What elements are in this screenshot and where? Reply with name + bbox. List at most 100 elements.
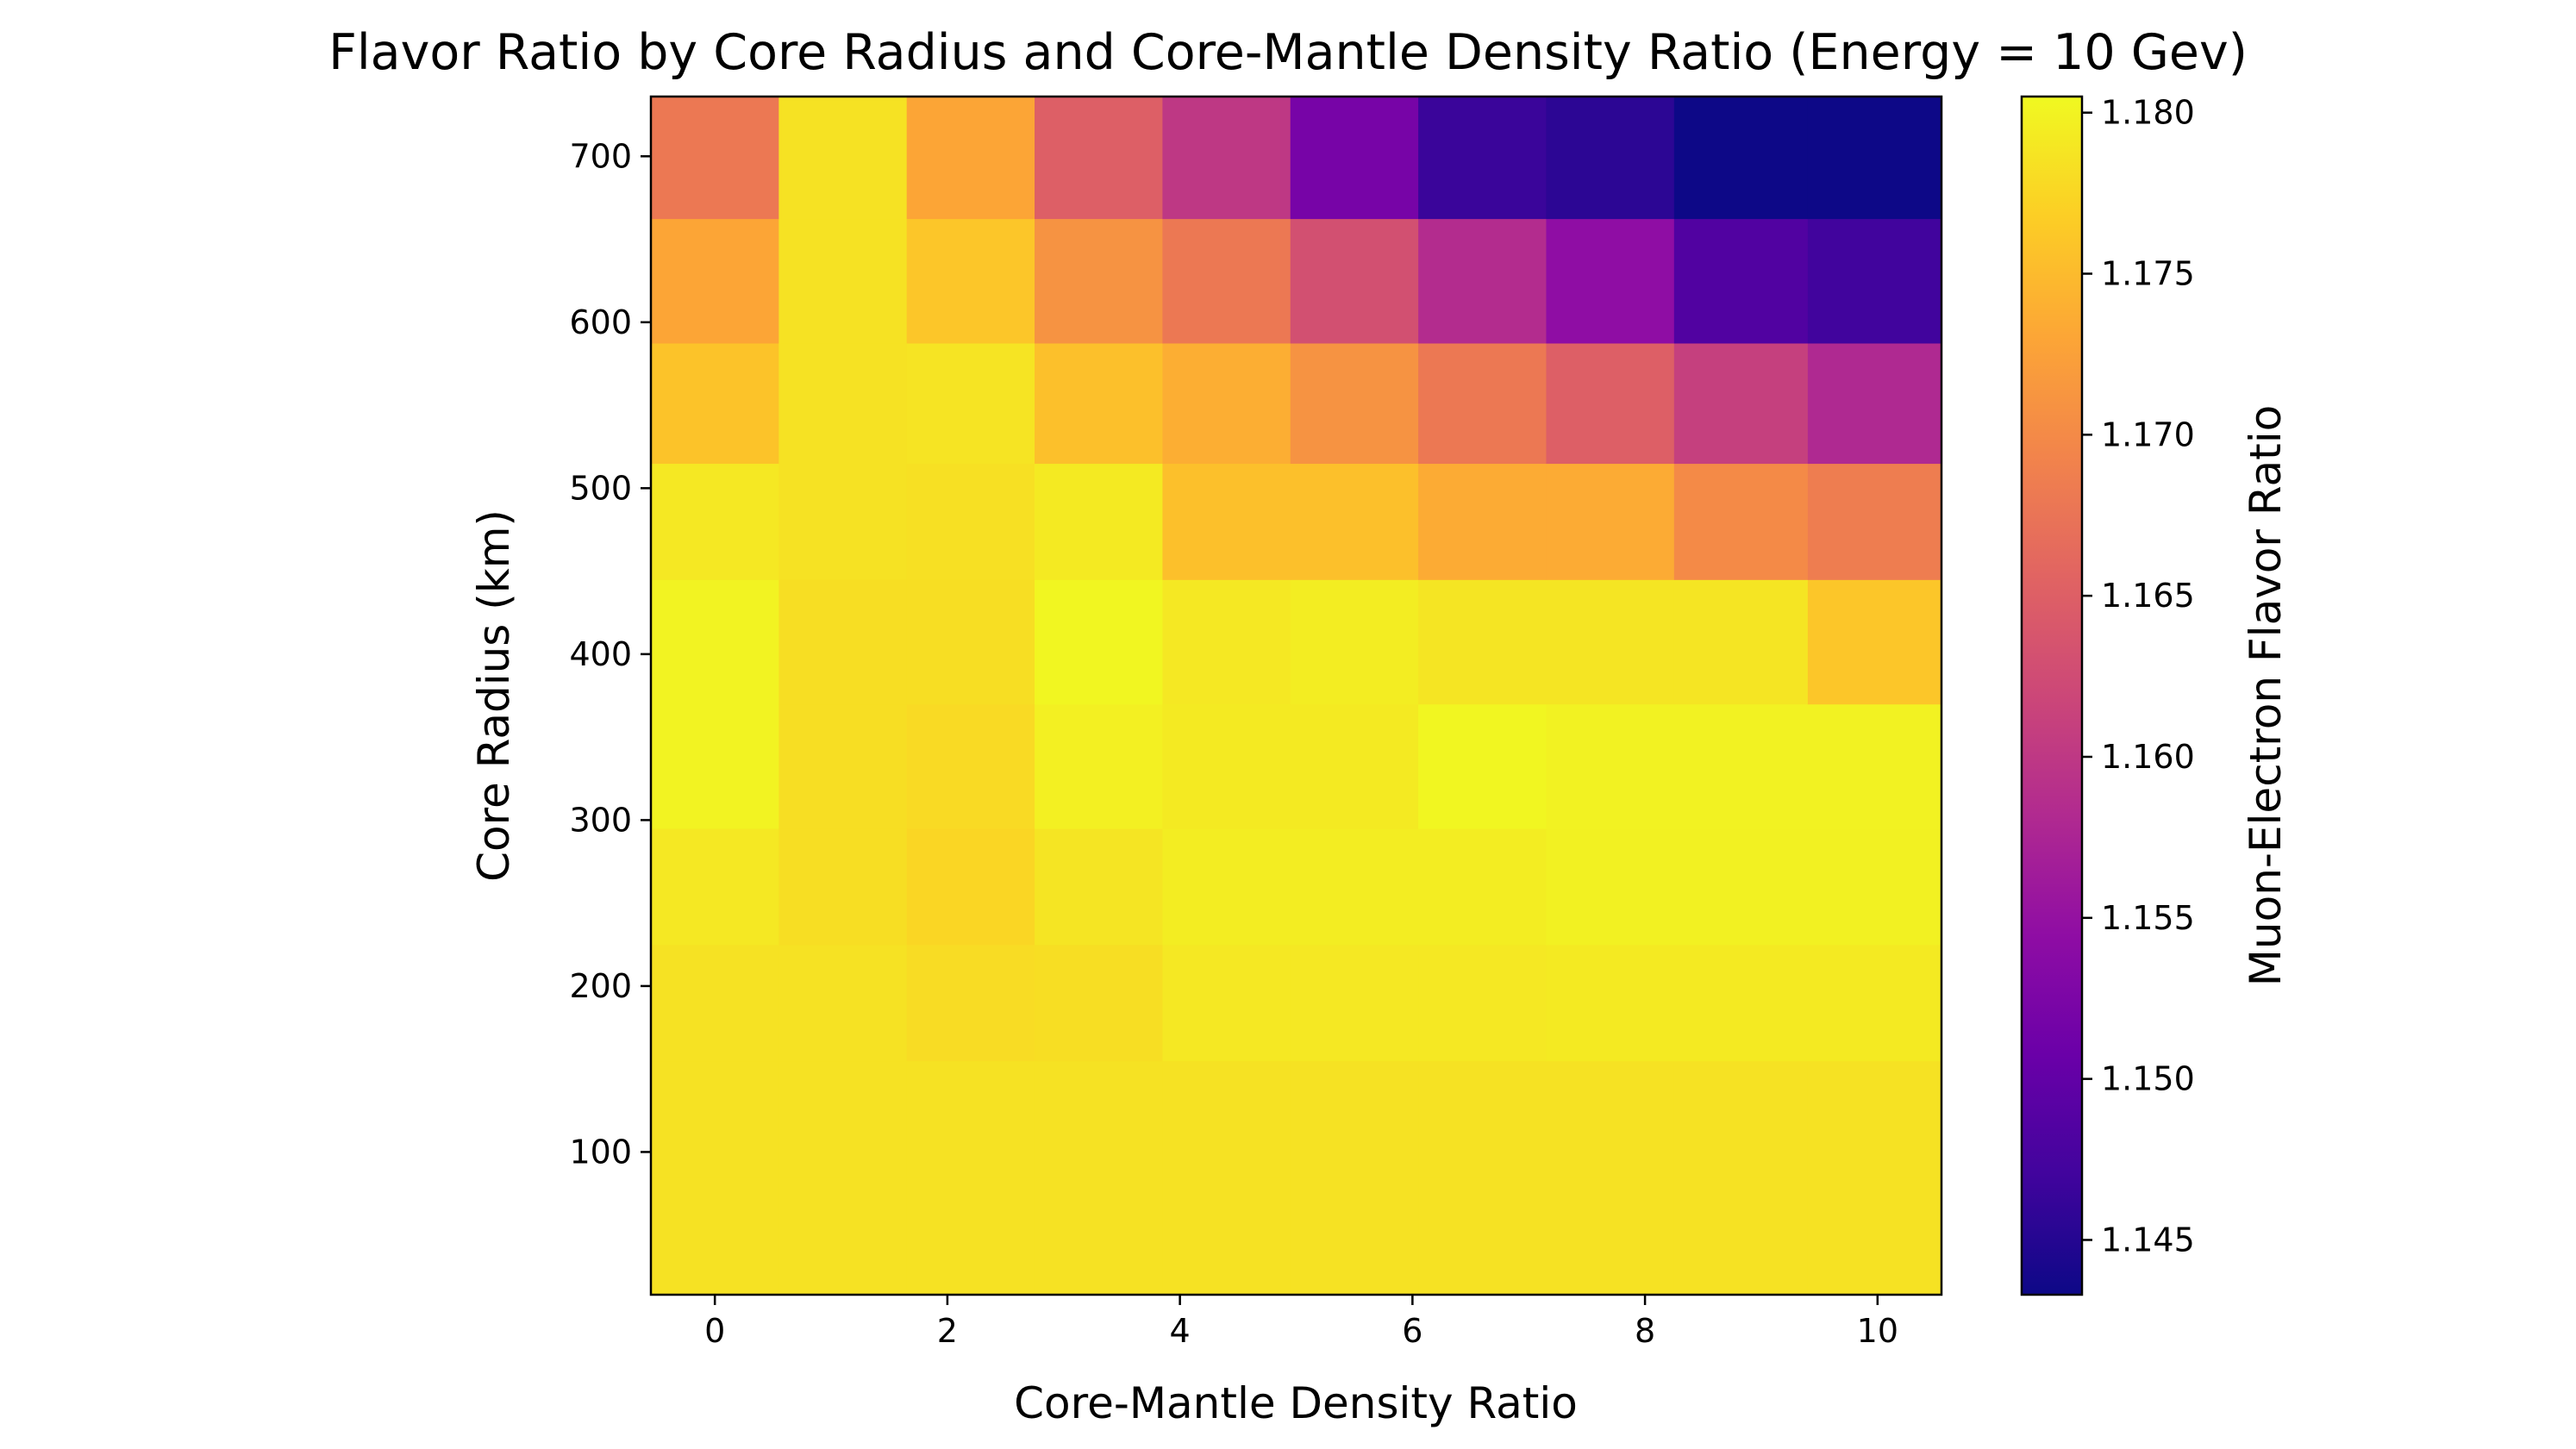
heatmap-cell — [778, 1177, 908, 1296]
heatmap-cell — [1162, 97, 1291, 220]
heatmap-cell — [1546, 1177, 1675, 1296]
heatmap-cell — [1418, 703, 1547, 829]
heatmap-cell — [1673, 97, 1809, 220]
heatmap-cell — [1673, 1060, 1809, 1177]
heatmap-cell — [1290, 218, 1419, 344]
heatmap-cell — [1290, 97, 1419, 220]
heatmap-cell — [1807, 218, 1942, 344]
heatmap-cell — [651, 1060, 779, 1177]
heatmap-cell — [1418, 828, 1547, 946]
heatmap-cell — [1035, 1060, 1164, 1177]
heatmap-cell — [1807, 828, 1942, 946]
colorbar-tick-label: 1.150 — [2101, 1060, 2195, 1098]
x-tick-label: 10 — [1857, 1312, 1898, 1350]
colorbar-tick-label: 1.160 — [2101, 738, 2195, 776]
heatmap-cell — [778, 944, 908, 1062]
heatmap-cell — [1162, 828, 1291, 946]
heatmap-cell — [1290, 342, 1419, 465]
heatmap-cell — [1290, 1177, 1419, 1296]
heatmap-cell — [1673, 342, 1809, 465]
heatmap-cell — [1807, 944, 1942, 1062]
heatmap-cell — [1418, 463, 1547, 580]
heatmap-cell — [1035, 703, 1164, 829]
heatmap-cell — [1290, 944, 1419, 1062]
heatmap-cell — [778, 97, 908, 220]
heatmap-cell — [1546, 1060, 1675, 1177]
heatmap-cell — [1673, 1177, 1809, 1296]
heatmap-cell — [906, 828, 1035, 946]
x-tick-label: 0 — [704, 1312, 725, 1350]
heatmap-cell — [1162, 1177, 1291, 1296]
heatmap-cell — [651, 944, 779, 1062]
heatmap-cell — [1546, 944, 1675, 1062]
heatmap-cell — [778, 218, 908, 344]
colorbar — [2020, 95, 2084, 1296]
heatmap-cell — [1290, 463, 1419, 580]
colorbar-tick-label: 1.145 — [2101, 1221, 2195, 1259]
colorbar-tick-label: 1.170 — [2101, 415, 2195, 453]
x-axis-ticks: 0 2 4 6 8 10 — [704, 1295, 1898, 1350]
heatmap-cell — [1035, 828, 1164, 946]
x-tick-label: 4 — [1170, 1312, 1191, 1350]
heatmap-cell — [1035, 218, 1164, 344]
colorbar-tick-label: 1.175 — [2101, 255, 2195, 293]
heatmap-cell — [651, 1177, 779, 1296]
heatmap-cell — [1162, 463, 1291, 580]
heatmap-cell — [1162, 1060, 1291, 1177]
y-axis-label: Core Radius (km) — [469, 509, 519, 882]
heatmap-cell — [1807, 1177, 1942, 1296]
x-tick-label: 2 — [937, 1312, 958, 1350]
heatmap-cell — [906, 944, 1035, 1062]
heatmap-cells — [651, 97, 1942, 1296]
heatmap-cell — [651, 703, 779, 829]
heatmap-cell — [651, 828, 779, 946]
heatmap-cell — [778, 342, 908, 465]
heatmap-cell — [1035, 944, 1164, 1062]
heatmap-cell — [1673, 828, 1809, 946]
colorbar-tick-label: 1.165 — [2101, 577, 2195, 615]
heatmap-cell — [1807, 97, 1942, 220]
heatmap-cell — [1673, 218, 1809, 344]
heatmap-cell — [1546, 218, 1675, 344]
heatmap-cell — [778, 579, 908, 705]
heatmap-cell — [1546, 703, 1675, 829]
heatmap-cell — [1807, 463, 1942, 580]
heatmap-cell — [1546, 342, 1675, 465]
heatmap-cell — [651, 342, 779, 465]
colorbar-ticks: 1.145 1.150 1.155 1.160 1.165 1.170 1.175 1.180 — [2082, 94, 2195, 1259]
heatmap-cell — [1418, 1060, 1547, 1177]
heatmap-cell — [651, 579, 779, 705]
heatmap-cell — [1546, 579, 1675, 705]
heatmap-cell — [1673, 703, 1809, 829]
heatmap-cell — [906, 97, 1035, 220]
y-tick-label: 200 — [569, 967, 632, 1005]
heatmap-cell — [1162, 342, 1291, 465]
colorbar-label: Muon-Electron Flavor Ratio — [2241, 405, 2291, 986]
heatmap-cell — [778, 828, 908, 946]
heatmap-cell — [1290, 703, 1419, 829]
x-tick-label: 6 — [1402, 1312, 1422, 1350]
heatmap-cell — [906, 1177, 1035, 1296]
heatmap-cell — [1290, 579, 1419, 705]
colorbar-tick-label: 1.180 — [2101, 94, 2195, 132]
chart-title: Flavor Ratio by Core Radius and Core-Man… — [328, 24, 2248, 81]
y-tick-label: 500 — [569, 469, 632, 507]
heatmap-cell — [1418, 97, 1547, 220]
heatmap-cell — [906, 1060, 1035, 1177]
x-tick-label: 8 — [1635, 1312, 1655, 1350]
heatmap-cell — [1418, 1177, 1547, 1296]
heatmap-cell — [1807, 579, 1942, 705]
heatmap-cell — [651, 97, 779, 220]
y-tick-label: 300 — [569, 801, 632, 839]
heatmap-cell — [1546, 97, 1675, 220]
y-tick-label: 600 — [569, 303, 632, 341]
heatmap-cell — [651, 218, 779, 344]
heatmap-cell — [1290, 1060, 1419, 1177]
heatmap-cell — [1035, 463, 1164, 580]
heatmap-cell — [1035, 97, 1164, 220]
y-tick-label: 100 — [569, 1133, 632, 1171]
heatmap-cell — [1162, 944, 1291, 1062]
heatmap-cell — [1035, 579, 1164, 705]
heatmap-cell — [1035, 342, 1164, 465]
